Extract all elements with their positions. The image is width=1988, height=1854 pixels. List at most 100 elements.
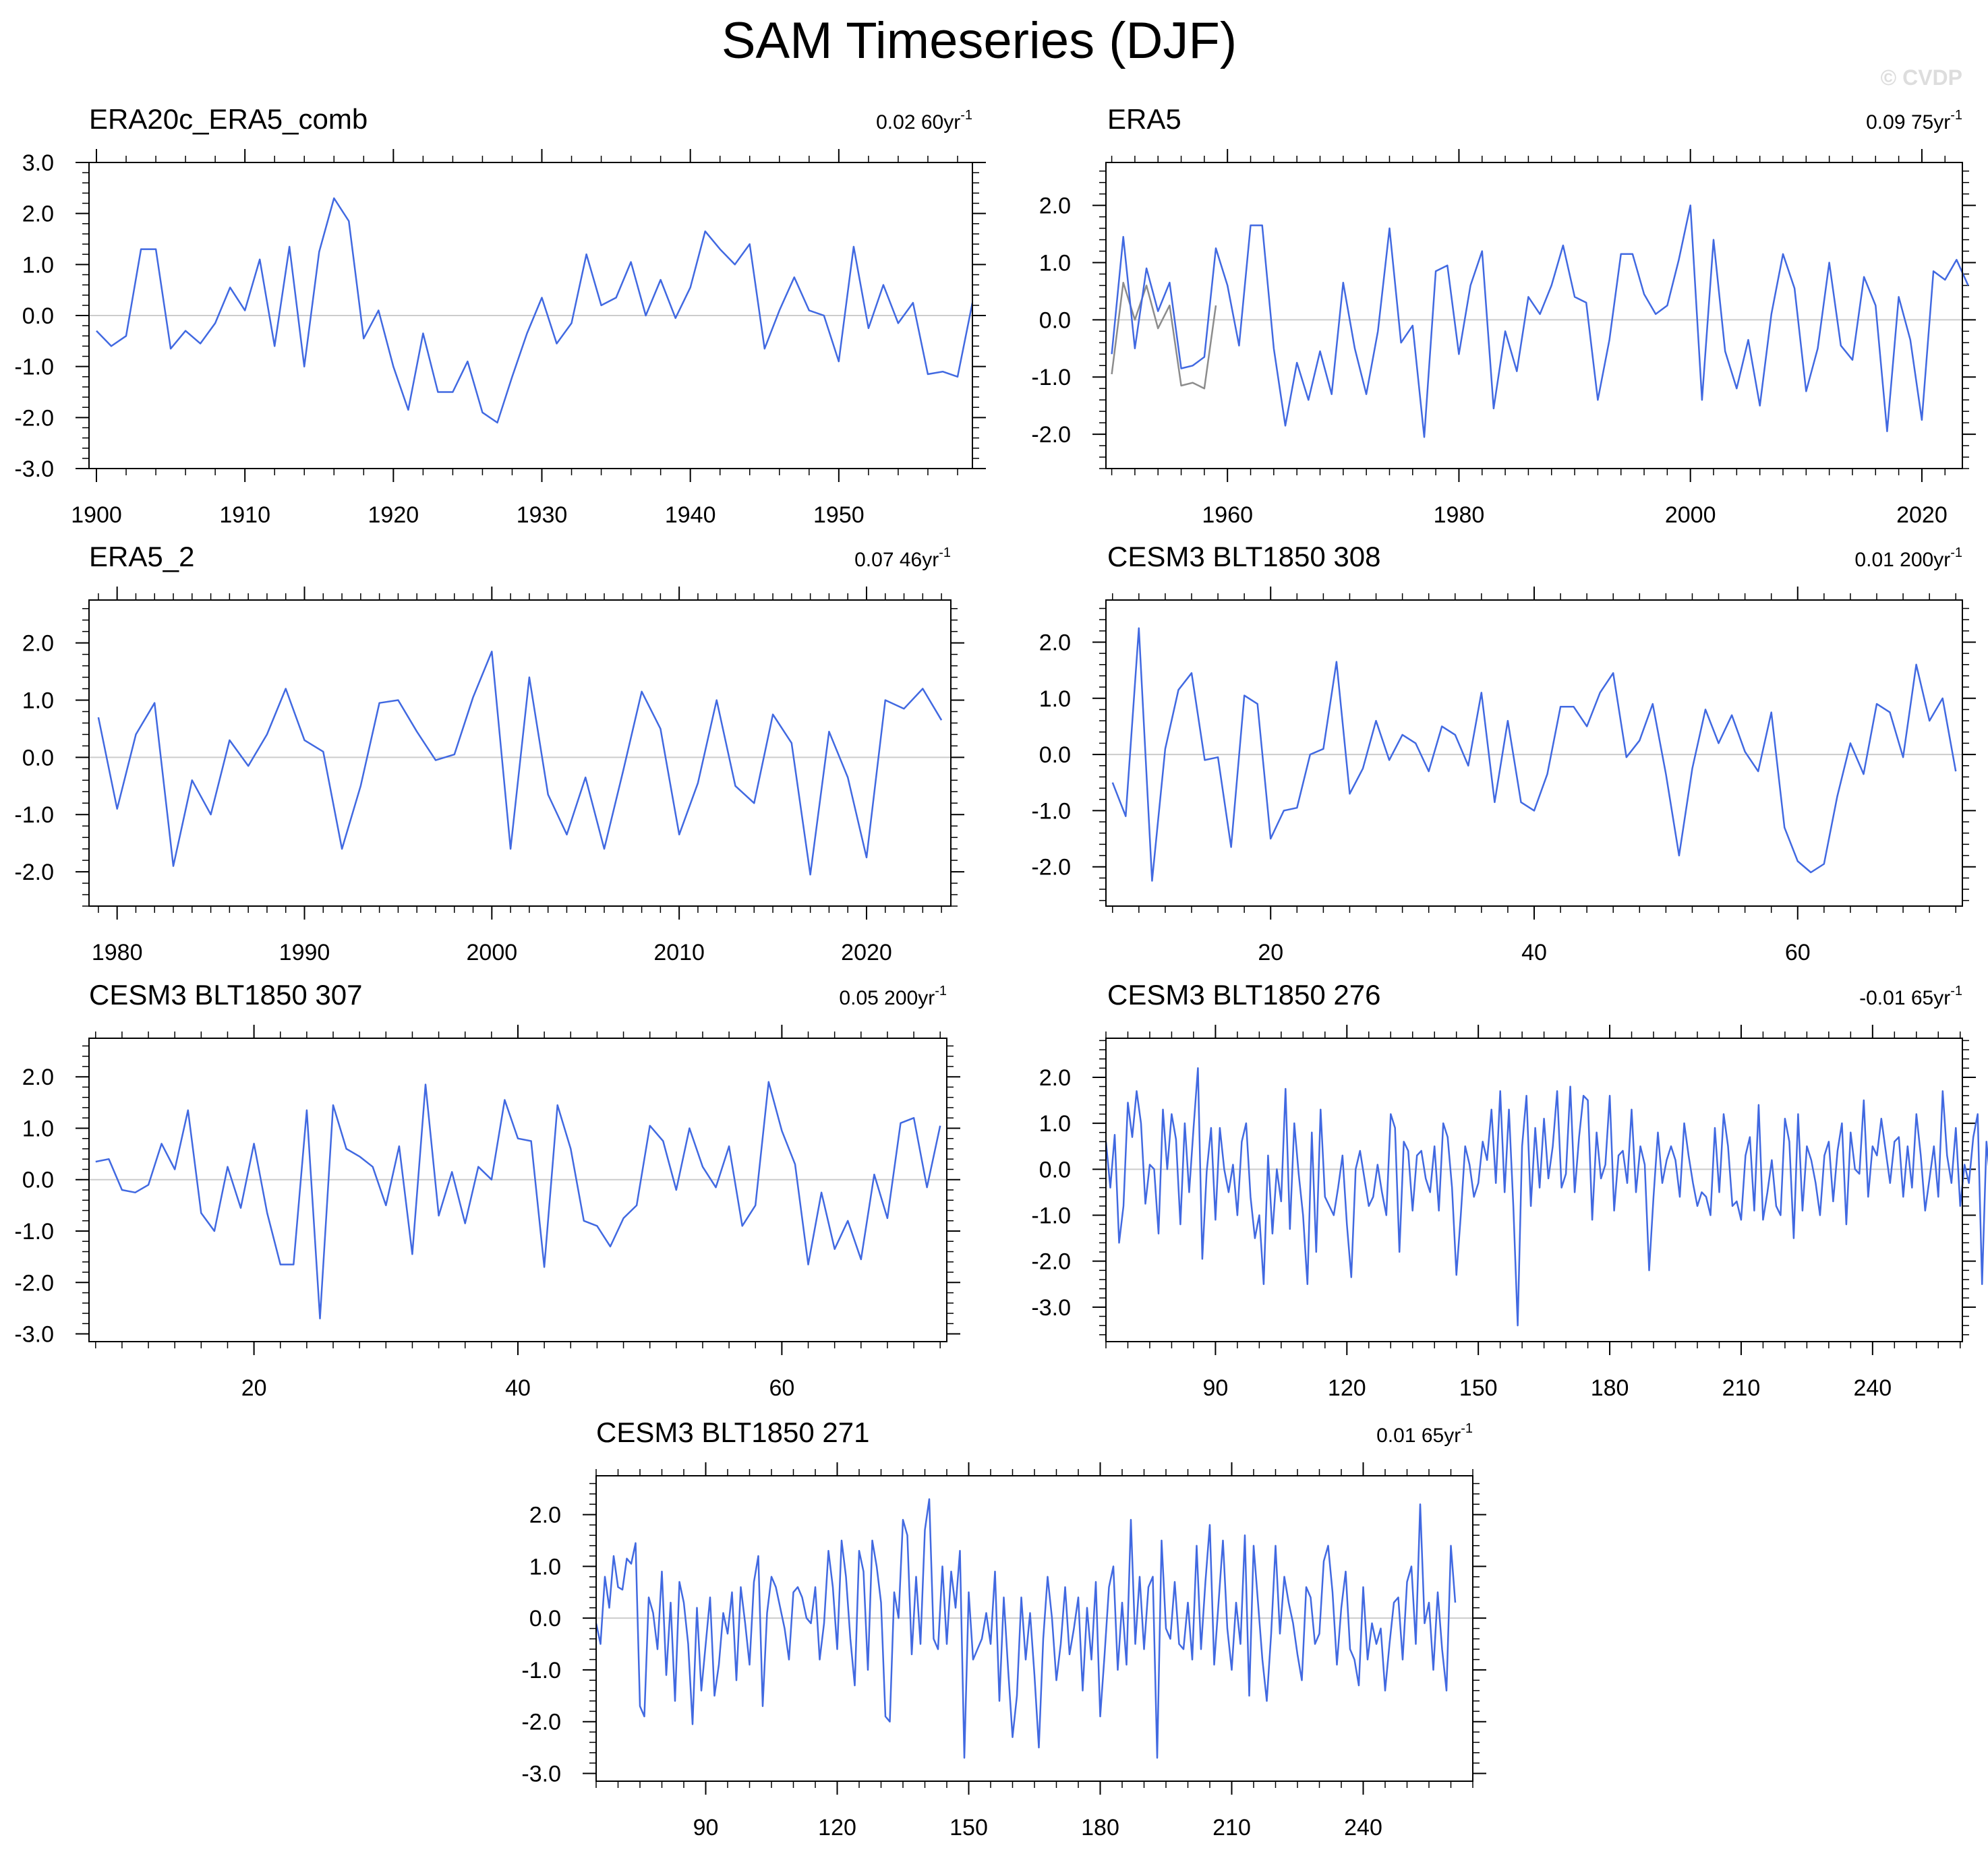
panel-7: -3.0 -2.0 -1.0 0.0 1.0 2.0 90 120 150 180 210 240 CE… — [521, 1416, 1486, 1841]
y-tick-label: 0.0 — [22, 303, 54, 329]
y-tick-label: 2.0 — [22, 202, 54, 227]
y-tick-label: -3.0 — [14, 1322, 54, 1348]
panel-title: ERA5_2 — [89, 541, 194, 572]
panel-1: -3.0 -2.0 -1.0 0.0 1.0 2.0 3.0 1900 1910 1920 1930… — [14, 103, 986, 528]
series-line — [96, 197, 974, 424]
y-tick-label: 2.0 — [529, 1503, 561, 1528]
y-tick-label: 1.0 — [22, 1116, 54, 1141]
trend-value: -0.01 65yr — [1859, 987, 1950, 1009]
y-tick-label: -3.0 — [1031, 1295, 1071, 1321]
x-tick-label: 1930 — [517, 502, 568, 528]
panel-3: -2.0 -1.0 0.0 1.0 2.0 1980 1990 2000 2010 2020 ERA… — [14, 541, 964, 965]
y-tick-label: -3.0 — [14, 456, 54, 482]
y-tick-label: -1.0 — [1031, 1203, 1071, 1229]
x-tick-label: 150 — [1459, 1375, 1498, 1401]
x-tick-label: 180 — [1081, 1815, 1119, 1841]
y-tick-label: 1.0 — [1039, 686, 1071, 712]
trend-exponent: -1 — [935, 984, 947, 998]
trend-label: 0.02 60yr-1 — [876, 108, 972, 133]
plot-frame — [1105, 1038, 1963, 1342]
y-tick-label: 0.0 — [1039, 307, 1071, 333]
panel-6: -3.0 -2.0 -1.0 0.0 1.0 2.0 90 120 150 180 210 240 CE… — [1031, 979, 1988, 1401]
plot-frame — [1105, 599, 1963, 907]
x-tick-label: 210 — [1722, 1375, 1761, 1401]
y-tick-label: -1.0 — [1031, 798, 1071, 824]
y-tick-label: -1.0 — [14, 355, 54, 380]
trend-value: 0.07 46yr — [854, 549, 939, 571]
x-tick-label: 90 — [693, 1815, 719, 1841]
x-tick-label: 150 — [949, 1815, 988, 1841]
y-tick-label: 0.0 — [1039, 1157, 1071, 1183]
trend-value: 0.01 200yr — [1854, 549, 1950, 571]
y-tick-label: -3.0 — [521, 1761, 561, 1787]
x-tick-label: 1950 — [813, 502, 865, 528]
x-tick-label: 120 — [1328, 1375, 1366, 1401]
y-tick-label: -2.0 — [1031, 855, 1071, 880]
trend-value: 0.02 60yr — [876, 111, 960, 133]
y-tick-label: -1.0 — [521, 1658, 561, 1683]
y-tick-label: 1.0 — [1039, 1111, 1071, 1137]
x-tick-label: 1980 — [92, 940, 143, 965]
x-tick-label: 1900 — [71, 502, 122, 528]
x-tick-label: 240 — [1344, 1815, 1382, 1841]
y-tick-label: 3.0 — [22, 150, 54, 176]
plot-frame — [1105, 162, 1963, 469]
panel-title: ERA20c_ERA5_comb — [89, 103, 368, 135]
trend-exponent: -1 — [1950, 108, 1962, 123]
trend-label: 0.09 75yr-1 — [1866, 108, 1962, 133]
x-tick-label: 1980 — [1434, 502, 1485, 528]
overlay-series-line — [1111, 281, 1217, 390]
y-tick-label: 2.0 — [22, 631, 54, 657]
y-tick-label: -1.0 — [14, 802, 54, 828]
x-tick-label: 180 — [1591, 1375, 1629, 1401]
y-tick-label: 1.0 — [1039, 251, 1071, 276]
y-tick-label: 0.0 — [22, 1168, 54, 1193]
y-tick-label: 2.0 — [1039, 630, 1071, 655]
y-tick-label: -2.0 — [521, 1710, 561, 1735]
trend-exponent: -1 — [1950, 545, 1962, 560]
y-tick-label: 1.0 — [22, 252, 54, 278]
x-tick-label: 1920 — [368, 502, 419, 528]
panel-title: CESM3 BLT1850 307 — [89, 979, 362, 1011]
series-line — [1105, 1067, 1988, 1327]
x-tick-label: 2020 — [841, 940, 892, 965]
y-tick-label: -1.0 — [14, 1219, 54, 1245]
plot-frame — [88, 162, 973, 469]
trend-value: 0.09 75yr — [1866, 111, 1950, 133]
y-tick-label: -2.0 — [14, 860, 54, 885]
x-tick-label: 60 — [769, 1375, 794, 1401]
x-tick-label: 1910 — [219, 502, 270, 528]
series-line — [595, 1498, 1457, 1759]
x-tick-label: 40 — [505, 1375, 531, 1401]
trend-label: -0.01 65yr-1 — [1859, 984, 1962, 1009]
y-tick-label: 0.0 — [1039, 742, 1071, 768]
plot-frame — [88, 1038, 947, 1342]
series-line — [95, 1081, 941, 1319]
y-tick-label: 1.0 — [22, 688, 54, 714]
x-tick-label: 120 — [818, 1815, 856, 1841]
trend-exponent: -1 — [939, 545, 951, 560]
panel-4: -2.0 -1.0 0.0 1.0 2.0 20 40 60 CESM3 BLT1850 308… — [1031, 541, 1976, 965]
series-line — [97, 651, 943, 876]
panel-title: ERA5 — [1107, 103, 1181, 135]
y-tick-label: -2.0 — [1031, 1249, 1071, 1275]
panel-title: CESM3 BLT1850 271 — [596, 1416, 869, 1448]
x-tick-label: 40 — [1521, 940, 1547, 965]
panels-group: -3.0 -2.0 -1.0 0.0 1.0 2.0 3.0 1900 1910 1920 1930… — [14, 103, 1988, 1841]
x-tick-label: 240 — [1853, 1375, 1892, 1401]
y-tick-label: -2.0 — [1031, 422, 1071, 448]
y-tick-label: 2.0 — [22, 1065, 54, 1090]
trend-exponent: -1 — [960, 108, 972, 123]
plot-frame — [595, 1475, 1473, 1782]
trend-label: 0.01 200yr-1 — [1854, 545, 1962, 571]
y-tick-label: 2.0 — [1039, 193, 1071, 219]
trend-value: 0.05 200yr — [839, 987, 935, 1009]
y-tick-label: -1.0 — [1031, 365, 1071, 390]
y-tick-label: 2.0 — [1039, 1065, 1071, 1091]
y-tick-label: 0.0 — [22, 745, 54, 771]
trend-label: 0.05 200yr-1 — [839, 984, 947, 1009]
y-tick-label: -2.0 — [14, 1270, 54, 1296]
x-tick-label: 1960 — [1202, 502, 1253, 528]
y-tick-label: -2.0 — [14, 405, 54, 431]
